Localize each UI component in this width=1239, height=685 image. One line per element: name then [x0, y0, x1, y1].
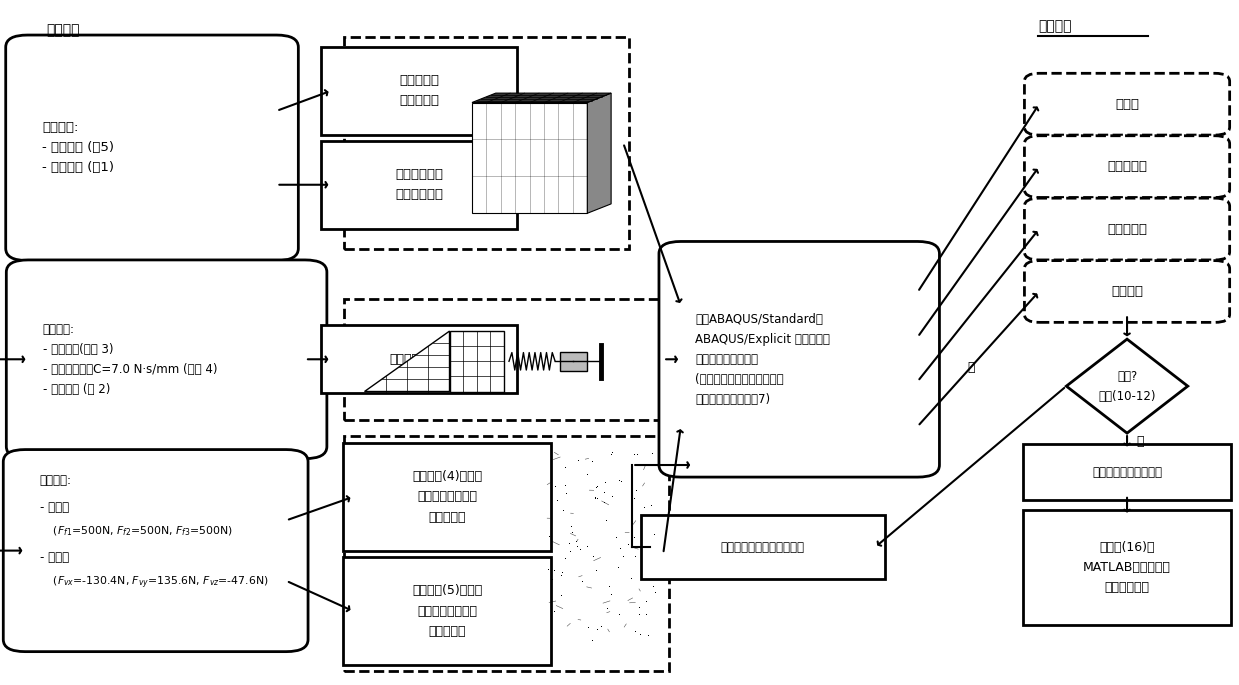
Text: 件在夹紧力作用下: 件在夹紧力作用下 — [418, 490, 477, 503]
Text: 夹具参数:: 夹具参数: — [42, 323, 74, 336]
Text: 应用公式(5)求解工: 应用公式(5)求解工 — [411, 584, 482, 597]
FancyBboxPatch shape — [6, 35, 299, 260]
Polygon shape — [450, 331, 504, 392]
Text: 利用ABAQUS/Standard和: 利用ABAQUS/Standard和 — [695, 312, 823, 325]
Text: 输出参数: 输出参数 — [1038, 20, 1072, 34]
FancyBboxPatch shape — [1025, 73, 1229, 135]
Text: 用公式(16)在: 用公式(16)在 — [1099, 540, 1155, 553]
Text: MATLAB中计算加工: MATLAB中计算加工 — [1083, 561, 1171, 574]
Text: 工件参数:: 工件参数: — [42, 121, 78, 134]
Polygon shape — [1067, 339, 1188, 433]
Text: 公式(10-12): 公式(10-12) — [1098, 390, 1156, 403]
Polygon shape — [587, 93, 611, 213]
Text: (动态分析步汇中用单元去除: (动态分析步汇中用单元去除 — [695, 373, 784, 386]
Text: 是: 是 — [1136, 435, 1145, 448]
Text: - 接触阻尼系数C=7.0 N·s/mm (公式 4): - 接触阻尼系数C=7.0 N·s/mm (公式 4) — [42, 363, 217, 376]
Text: 的动态变形: 的动态变形 — [429, 625, 466, 638]
Text: 表面几何尺寸: 表面几何尺寸 — [1104, 581, 1150, 594]
Text: 稳定?: 稳定? — [1116, 370, 1137, 382]
FancyBboxPatch shape — [321, 325, 517, 393]
Text: - 夹紧力: - 夹紧力 — [40, 501, 69, 514]
Text: 建立动态接触模型: 建立动态接触模型 — [389, 353, 450, 366]
FancyBboxPatch shape — [1025, 260, 1229, 323]
Text: 件在铣削力作用下: 件在铣削力作用下 — [418, 605, 477, 617]
Text: 法模拟材料去除，图7): 法模拟材料去除，图7) — [695, 393, 771, 406]
FancyBboxPatch shape — [560, 352, 587, 371]
FancyBboxPatch shape — [343, 557, 551, 665]
Polygon shape — [472, 103, 587, 213]
Polygon shape — [472, 93, 611, 103]
Text: 加工面和节点: 加工面和节点 — [395, 188, 444, 201]
Text: 应用公式(4)求解工: 应用公式(4)求解工 — [413, 471, 482, 483]
FancyBboxPatch shape — [321, 47, 517, 135]
FancyBboxPatch shape — [4, 449, 309, 651]
Text: 调整装夹布局和夹紧力大小: 调整装夹布局和夹紧力大小 — [721, 540, 805, 553]
FancyBboxPatch shape — [1023, 444, 1230, 500]
Text: ($F_{vx}$=-130.4N, $F_{vy}$=135.6N, $F_{vz}$=-47.6N): ($F_{vx}$=-130.4N, $F_{vy}$=135.6N, $F_{… — [46, 575, 269, 591]
Text: - 几何尺寸 (图5): - 几何尺寸 (图5) — [42, 141, 114, 154]
FancyBboxPatch shape — [641, 515, 885, 580]
FancyBboxPatch shape — [1023, 510, 1230, 625]
Text: 面铣削加工后误差。: 面铣削加工后误差。 — [695, 353, 758, 366]
Text: 输入参数: 输入参数 — [46, 23, 79, 37]
Text: 的静态变形: 的静态变形 — [429, 510, 466, 523]
Text: - 铣削力: - 铣削力 — [40, 551, 69, 564]
Text: ($F_{f1}$=500N, $F_{f2}$=500N, $F_{f3}$=500N): ($F_{f1}$=500N, $F_{f2}$=500N, $F_{f3}$=… — [46, 524, 232, 538]
Text: 系统外力:: 系统外力: — [40, 474, 72, 487]
FancyBboxPatch shape — [321, 141, 517, 229]
Text: 工件内应力: 工件内应力 — [1106, 223, 1147, 236]
Text: 有限元模型: 有限元模型 — [399, 95, 439, 108]
FancyBboxPatch shape — [6, 260, 327, 459]
Text: 定义工件铣削: 定义工件铣削 — [395, 169, 444, 181]
Text: 工件变形: 工件变形 — [1111, 285, 1144, 298]
FancyBboxPatch shape — [659, 242, 939, 477]
Text: 支反力: 支反力 — [1115, 98, 1139, 111]
Text: 提取加工面上节点变形: 提取加工面上节点变形 — [1092, 466, 1162, 479]
FancyBboxPatch shape — [1025, 136, 1229, 197]
Text: - 接触刚度(公式 3): - 接触刚度(公式 3) — [42, 342, 113, 356]
Text: ABAQUS/Explicit 计算工件表: ABAQUS/Explicit 计算工件表 — [695, 333, 830, 346]
Polygon shape — [364, 331, 450, 392]
Text: 否: 否 — [966, 361, 974, 374]
FancyBboxPatch shape — [1025, 198, 1229, 260]
FancyBboxPatch shape — [343, 443, 551, 551]
Text: 建立工件的: 建立工件的 — [399, 74, 439, 87]
Text: - 装夹布局 (表 2): - 装夹布局 (表 2) — [42, 383, 110, 396]
Text: - 材料性能 (表1): - 材料性能 (表1) — [42, 162, 114, 175]
Text: 接触阻尼力: 接触阻尼力 — [1106, 160, 1147, 173]
